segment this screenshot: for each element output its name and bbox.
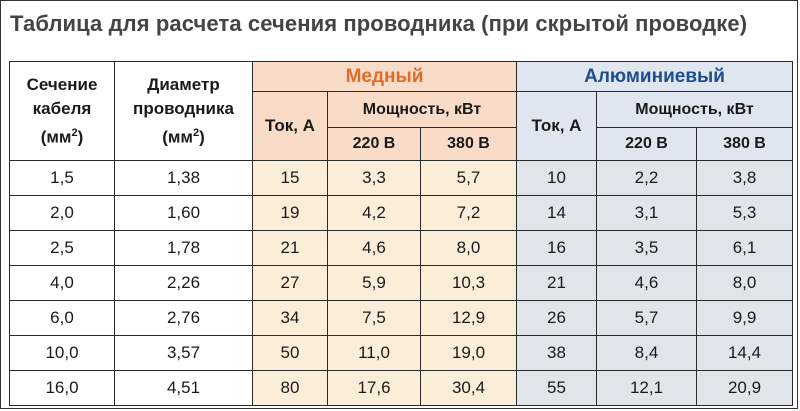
cell-cu-220: 7,5 bbox=[327, 300, 421, 336]
table-row: 16,0 4,51 80 17,6 30,4 55 12,1 20,9 bbox=[9, 370, 794, 406]
cell-cu-380: 10,3 bbox=[420, 265, 517, 301]
cell-cu-380: 5,7 bbox=[420, 160, 517, 196]
header-section-unit: (мм2) bbox=[40, 126, 84, 147]
cell-al-380: 8,0 bbox=[695, 265, 794, 301]
table-row: 6,0 2,76 34 7,5 12,9 26 5,7 9,9 bbox=[9, 300, 794, 336]
cable-section-table: Сечение кабеля (мм2) Диаметр проводника … bbox=[9, 61, 794, 406]
table-row: 4,0 2,26 27 5,9 10,3 21 4,6 8,0 bbox=[9, 265, 794, 301]
cell-al-380: 9,9 bbox=[695, 300, 794, 336]
cell-diameter: 1,78 bbox=[114, 230, 253, 266]
header-diameter-line2: проводника bbox=[133, 98, 234, 118]
header-copper-380v: 380 В bbox=[420, 127, 517, 161]
cell-cu-220: 3,3 bbox=[327, 160, 421, 196]
cell-cu-current: 34 bbox=[252, 300, 328, 336]
cell-al-current: 14 bbox=[516, 195, 597, 231]
cell-cu-220: 5,9 bbox=[327, 265, 421, 301]
cell-al-current: 55 bbox=[516, 370, 597, 406]
cell-cu-380: 12,9 bbox=[420, 300, 517, 336]
cell-al-380: 3,8 bbox=[695, 160, 794, 196]
cell-diameter: 2,76 bbox=[114, 300, 253, 336]
cell-al-220: 4,6 bbox=[596, 265, 697, 301]
cell-cu-current: 21 bbox=[252, 230, 328, 266]
cell-al-220: 5,7 bbox=[596, 300, 697, 336]
cell-section: 2,5 bbox=[9, 230, 115, 266]
cell-al-380: 20,9 bbox=[695, 370, 794, 406]
cell-al-220: 2,2 bbox=[596, 160, 697, 196]
cell-section: 1,5 bbox=[9, 160, 115, 196]
header-aluminum-380v: 380 В bbox=[695, 127, 794, 161]
cell-cu-220: 17,6 bbox=[327, 370, 421, 406]
cell-cu-current: 19 bbox=[252, 195, 328, 231]
table-row: 10,0 3,57 50 11,0 19,0 38 8,4 14,4 bbox=[9, 335, 794, 371]
cell-al-220: 3,5 bbox=[596, 230, 697, 266]
cell-al-380: 14,4 bbox=[695, 335, 794, 371]
cell-al-220: 3,1 bbox=[596, 195, 697, 231]
header-section-line2: кабеля bbox=[32, 98, 92, 118]
table-row: 1,5 1,38 15 3,3 5,7 10 2,2 3,8 bbox=[9, 160, 794, 196]
cell-section: 4,0 bbox=[9, 265, 115, 301]
cell-cu-380: 8,0 bbox=[420, 230, 517, 266]
cell-al-current: 16 bbox=[516, 230, 597, 266]
cell-cu-220: 4,6 bbox=[327, 230, 421, 266]
cell-cu-380: 19,0 bbox=[420, 335, 517, 371]
cell-section: 6,0 bbox=[9, 300, 115, 336]
cell-diameter: 2,26 bbox=[114, 265, 253, 301]
cell-al-current: 26 bbox=[516, 300, 597, 336]
cell-al-220: 8,4 bbox=[596, 335, 697, 371]
cell-al-380: 6,1 bbox=[695, 230, 794, 266]
cell-cu-current: 80 bbox=[252, 370, 328, 406]
header-copper-current: Ток, А bbox=[252, 91, 328, 161]
cell-diameter: 1,38 bbox=[114, 160, 253, 196]
cell-section: 10,0 bbox=[9, 335, 115, 371]
cell-al-220: 12,1 bbox=[596, 370, 697, 406]
header-aluminum-power: Мощность, кВт bbox=[595, 91, 794, 128]
header-copper-power: Мощность, кВт bbox=[327, 91, 517, 128]
cell-cu-current: 15 bbox=[252, 160, 328, 196]
cell-cu-380: 30,4 bbox=[420, 370, 517, 406]
cell-cu-220: 4,2 bbox=[327, 195, 421, 231]
cell-cu-current: 50 bbox=[252, 335, 328, 371]
header-copper: Медный bbox=[252, 61, 517, 92]
header-copper-220v: 220 В bbox=[327, 127, 421, 161]
cell-cu-current: 27 bbox=[252, 265, 328, 301]
page-title: Таблица для расчета сечения проводника (… bbox=[10, 11, 748, 36]
cell-cu-380: 7,2 bbox=[420, 195, 517, 231]
cell-diameter: 4,51 bbox=[114, 370, 253, 406]
table-row: 2,0 1,60 19 4,2 7,2 14 3,1 5,3 bbox=[9, 195, 794, 231]
header-aluminum-current: Ток, А bbox=[516, 91, 597, 161]
header-diameter-unit: (мм2) bbox=[162, 126, 205, 147]
cell-al-current: 38 bbox=[516, 335, 597, 371]
cell-al-current: 21 bbox=[516, 265, 597, 301]
header-section-line1: Сечение bbox=[26, 74, 98, 94]
header-diameter-line1: Диаметр bbox=[147, 74, 220, 94]
header-diameter: Диаметр проводника (мм2) bbox=[114, 61, 253, 161]
cell-cu-220: 11,0 bbox=[327, 335, 421, 371]
cell-section: 16,0 bbox=[9, 370, 115, 406]
header-section: Сечение кабеля (мм2) bbox=[9, 61, 115, 161]
cell-section: 2,0 bbox=[9, 195, 115, 231]
cell-diameter: 3,57 bbox=[114, 335, 253, 371]
header-aluminum: Алюминиевый bbox=[515, 61, 794, 92]
cell-diameter: 1,60 bbox=[114, 195, 253, 231]
table-row: 2,5 1,78 21 4,6 8,0 16 3,5 6,1 bbox=[9, 230, 794, 266]
cell-al-current: 10 bbox=[516, 160, 597, 196]
cell-al-380: 5,3 bbox=[695, 195, 794, 231]
header-aluminum-220v: 220 В bbox=[596, 127, 697, 161]
